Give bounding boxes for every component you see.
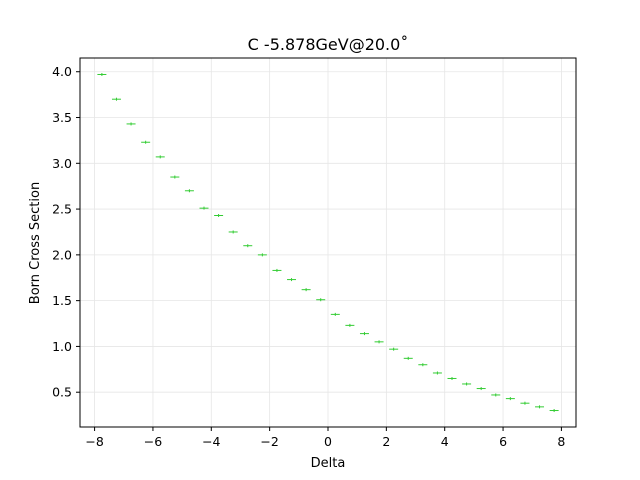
x-tick-label: −6 (144, 434, 162, 449)
y-axis-label: Born Cross Section (28, 182, 43, 304)
y-tick-label: 0.5 (52, 385, 72, 400)
y-tick-label: 3.5 (52, 110, 72, 125)
y-tick-label: 1.5 (52, 293, 72, 308)
chart-title: C -5.878GeV@20.0˚ (248, 35, 409, 54)
y-axis-ticks: 0.5 1.0 1.5 2.0 2.5 3.0 3.5 4.0 (52, 64, 80, 400)
data-points (97, 72, 559, 413)
x-tick-label: 8 (557, 434, 565, 449)
x-tick-label: 2 (382, 434, 390, 449)
x-tick-label: 0 (324, 434, 332, 449)
x-axis-ticks: −8 −6 −4 −2 0 2 4 6 8 (85, 427, 565, 449)
x-tick-label: −4 (202, 434, 220, 449)
x-tick-label: 4 (441, 434, 449, 449)
grid (80, 58, 576, 427)
y-tick-label: 2.0 (52, 247, 72, 262)
x-tick-label: 6 (499, 434, 507, 449)
y-tick-label: 4.0 (52, 64, 72, 79)
y-tick-label: 1.0 (52, 339, 72, 354)
x-axis-label: Delta (311, 456, 346, 471)
y-tick-label: 3.0 (52, 156, 72, 171)
y-tick-label: 2.5 (52, 202, 72, 217)
x-tick-label: −2 (260, 434, 278, 449)
x-tick-label: −8 (85, 434, 103, 449)
